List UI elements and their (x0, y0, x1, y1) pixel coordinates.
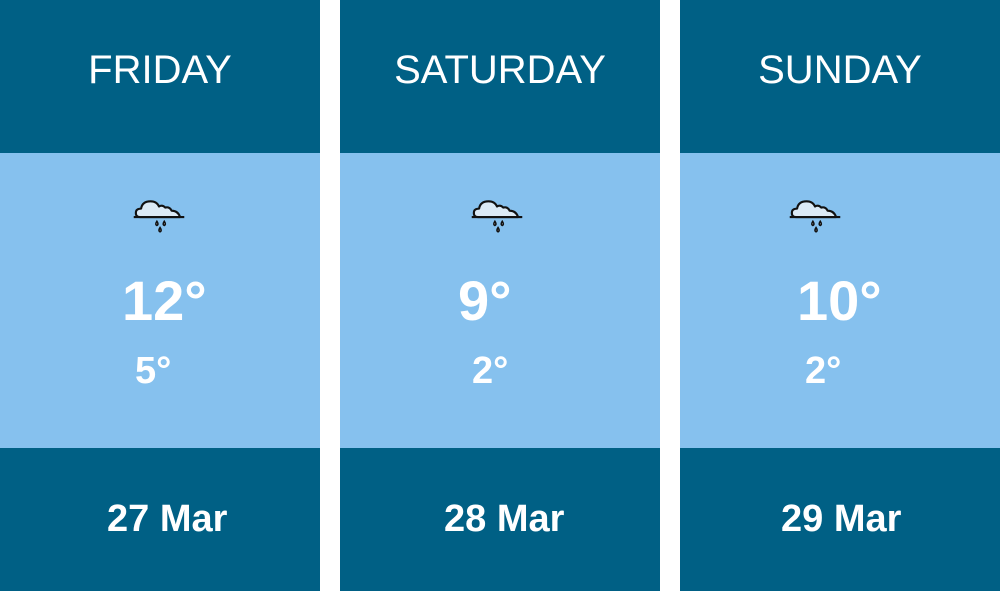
day-card-saturday: SATURDAY 9° 2° 28 Mar (340, 0, 660, 591)
high-temp: 9° (458, 269, 512, 332)
card-body (680, 153, 1000, 448)
day-name: SUNDAY (758, 48, 922, 92)
card-header: SATURDAY (340, 0, 660, 153)
card-footer (0, 448, 320, 591)
card-header: SUNDAY (680, 0, 1000, 153)
rain-cloud-icon (788, 200, 842, 233)
rain-cloud-icon (132, 200, 186, 233)
day-card-friday: FRIDAY 12° 5° 27 Mar (0, 0, 320, 591)
card-footer (680, 448, 1000, 591)
card-footer (340, 448, 660, 591)
rain-cloud-icon (470, 200, 524, 233)
high-temp: 12° (122, 269, 207, 332)
low-temp: 5° (135, 350, 172, 392)
low-temp: 2° (805, 350, 842, 392)
date: 27 Mar (107, 498, 228, 540)
date: 28 Mar (444, 498, 565, 540)
high-temp: 10° (797, 269, 882, 332)
low-temp: 2° (472, 350, 509, 392)
day-name: FRIDAY (88, 48, 232, 92)
date: 29 Mar (781, 498, 902, 540)
card-body (0, 153, 320, 448)
day-name: SATURDAY (394, 48, 606, 92)
day-card-sunday: SUNDAY 10° 2° 29 Mar (680, 0, 1000, 591)
card-body (340, 153, 660, 448)
card-header: FRIDAY (0, 0, 320, 153)
